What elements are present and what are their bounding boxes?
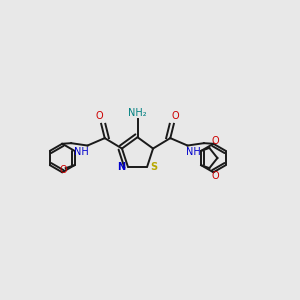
- Text: O: O: [172, 112, 179, 122]
- Text: NH: NH: [186, 147, 201, 157]
- Text: S: S: [150, 162, 157, 172]
- Text: O: O: [212, 170, 219, 181]
- Text: O: O: [96, 112, 103, 122]
- Text: NH: NH: [74, 147, 89, 157]
- Text: NH₂: NH₂: [128, 108, 147, 118]
- Text: O: O: [59, 165, 67, 175]
- Text: O: O: [212, 136, 219, 146]
- Text: N: N: [117, 162, 125, 172]
